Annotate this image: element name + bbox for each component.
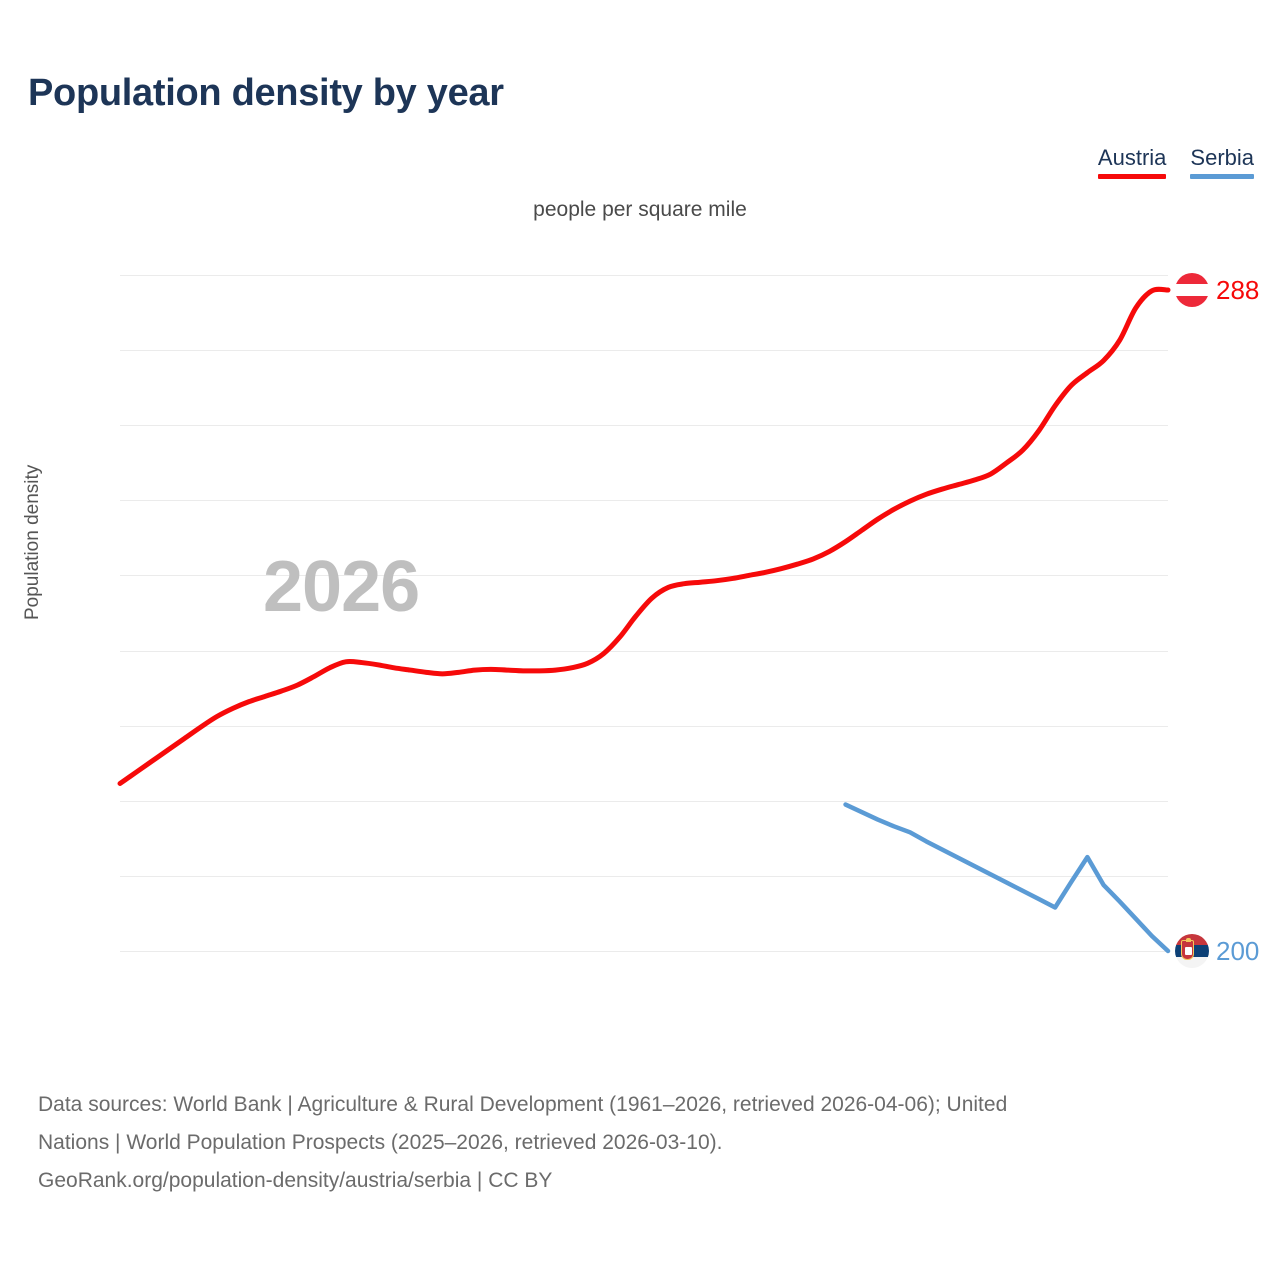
footer-line-3: GeoRank.org/population-density/austria/s…	[38, 1169, 553, 1192]
legend-label-serbia: Serbia	[1190, 145, 1254, 170]
chart-legend: Austria Serbia	[1097, 145, 1254, 179]
endpoint-value-serbia: 200	[1216, 935, 1260, 966]
line-austria[interactable]	[117, 286, 1171, 786]
gridline	[120, 650, 1168, 652]
gridline	[120, 350, 1168, 352]
footer-sources: Data sources: World Bank | Agriculture &…	[38, 1086, 1262, 1200]
chart-subtitle-text: people per square mile	[533, 198, 747, 221]
page-title: Population density by year	[28, 72, 504, 114]
serbia-coat-of-arms-icon	[1181, 938, 1194, 960]
gridline	[120, 951, 1168, 952]
gridline	[120, 800, 1168, 802]
gridline	[120, 500, 1168, 502]
austria-flag-icon	[1175, 273, 1209, 308]
legend-item-serbia[interactable]: Serbia	[1190, 145, 1254, 179]
chart-subtitle: people per square mile	[0, 198, 1280, 222]
legend-item-austria[interactable]: Austria	[1097, 145, 1167, 179]
endpoint-serbia[interactable]: 200	[1175, 934, 1259, 968]
gridline	[120, 725, 1168, 727]
footer-line-1: Data sources: World Bank | Agriculture &…	[38, 1093, 1008, 1116]
gridline	[120, 275, 1168, 276]
gridline	[120, 425, 1168, 427]
legend-swatch-austria	[1097, 174, 1167, 179]
footer-line-2: Nations | World Population Prospects (20…	[38, 1131, 723, 1154]
endpoint-austria[interactable]: 288	[1175, 273, 1260, 308]
plot-area: 200210220230240250260270280290 197019801…	[117, 273, 1259, 968]
year-watermark: 2026	[263, 547, 420, 627]
endpoint-value-austria: 288	[1216, 274, 1260, 305]
legend-label-austria: Austria	[1097, 145, 1167, 170]
series-lines	[117, 286, 1171, 954]
gridline	[120, 575, 1168, 577]
serbia-flag-icon	[1175, 934, 1209, 968]
legend-swatch-serbia	[1190, 174, 1254, 179]
line-serbia[interactable]	[843, 802, 1171, 954]
gridline	[120, 875, 1168, 877]
